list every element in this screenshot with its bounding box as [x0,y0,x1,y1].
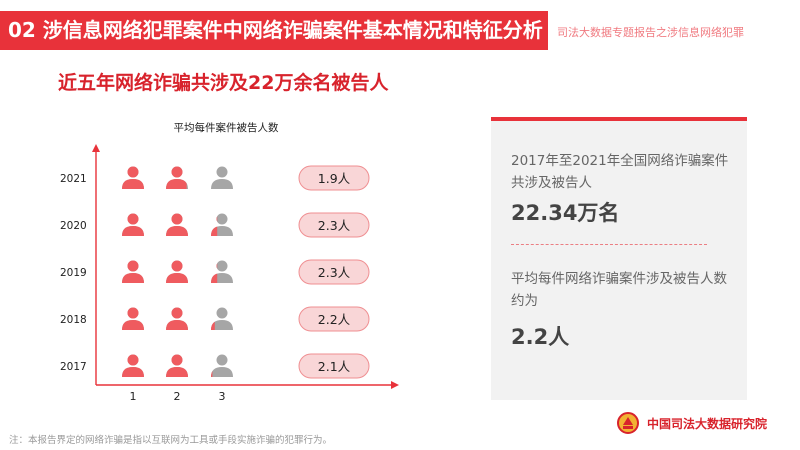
person-icon [166,260,188,283]
summary-panel: 2017年至2021年全国网络诈骗案件共涉及被告人 22.34万名 平均每件网络… [491,117,747,400]
person-icon [122,166,144,189]
person-icon [211,166,233,189]
footnote: 注：本报告界定的网络诈骗是指以互联网为工具或手段实施诈骗的犯罪行为。 [9,435,333,446]
headline: 近五年网络诈骗共涉及22万余名被告人 [58,72,389,94]
y-axis-arrow [92,144,100,152]
report-subtitle: 司法大数据专题报告之涉信息网络犯罪 [557,26,744,39]
value-label: 1.9人 [318,171,351,186]
value-label-pill: 2.1人 [298,353,370,379]
summary-text-total: 2017年至2021年全国网络诈骗案件共涉及被告人 [511,153,729,191]
summary-text-average: 平均每件网络诈骗案件涉及被告人数约为 [511,271,727,309]
person-icon [211,260,233,283]
person-icon [211,354,233,377]
chart-row-2020: 2020 2.3人 [60,212,370,238]
chart-row-2021: 2021 1.9人 [60,165,370,191]
person-icon [122,307,144,330]
x-tick-label: 2 [174,390,181,403]
y-tick-label: 2021 [60,173,87,185]
person-icon [166,354,188,377]
summary-value-total: 22.34万名 [511,201,620,225]
y-tick-label: 2018 [60,314,87,326]
value-label: 2.1人 [318,359,351,374]
panel-divider [511,244,707,245]
y-tick-label: 2020 [60,220,87,232]
chart-row-2018: 2018 2.2人 [60,306,370,332]
chart-row-2019: 2019 2.3人 [60,259,370,285]
person-icon [166,166,188,189]
value-label-pill: 1.9人 [298,165,370,191]
chart-row-2017: 2017 2.1人 [60,353,370,379]
value-label-pill: 2.3人 [298,212,370,238]
section-title: 02 涉信息网络犯罪案件中网络诈骗案件基本情况和特征分析 [8,18,543,42]
institute-logo: 中国司法大数据研究院 [615,411,795,435]
value-label-pill: 2.3人 [298,259,370,285]
section-title-bar: 02 涉信息网络犯罪案件中网络诈骗案件基本情况和特征分析 [0,11,548,50]
person-icon [166,307,188,330]
chart-axes [92,144,399,389]
person-icon [166,213,188,236]
value-label: 2.2人 [318,312,351,327]
x-tick-label: 1 [130,390,137,403]
x-axis-arrow [391,381,399,389]
y-tick-label: 2019 [60,267,87,279]
value-label: 2.3人 [318,218,351,233]
person-icon [211,213,233,236]
summary-value-average: 2.2人 [511,325,570,349]
institute-name: 中国司法大数据研究院 [647,417,768,431]
person-icon [122,260,144,283]
court-emblem-icon [617,412,639,434]
person-icon [122,354,144,377]
chart-title: 平均每件案件被告人数 [174,121,279,134]
value-label-pill: 2.2人 [298,306,370,332]
x-tick-label: 3 [219,390,226,403]
person-icon [211,307,233,330]
y-tick-label: 2017 [60,361,87,373]
person-icon [122,213,144,236]
value-label: 2.3人 [318,265,351,280]
